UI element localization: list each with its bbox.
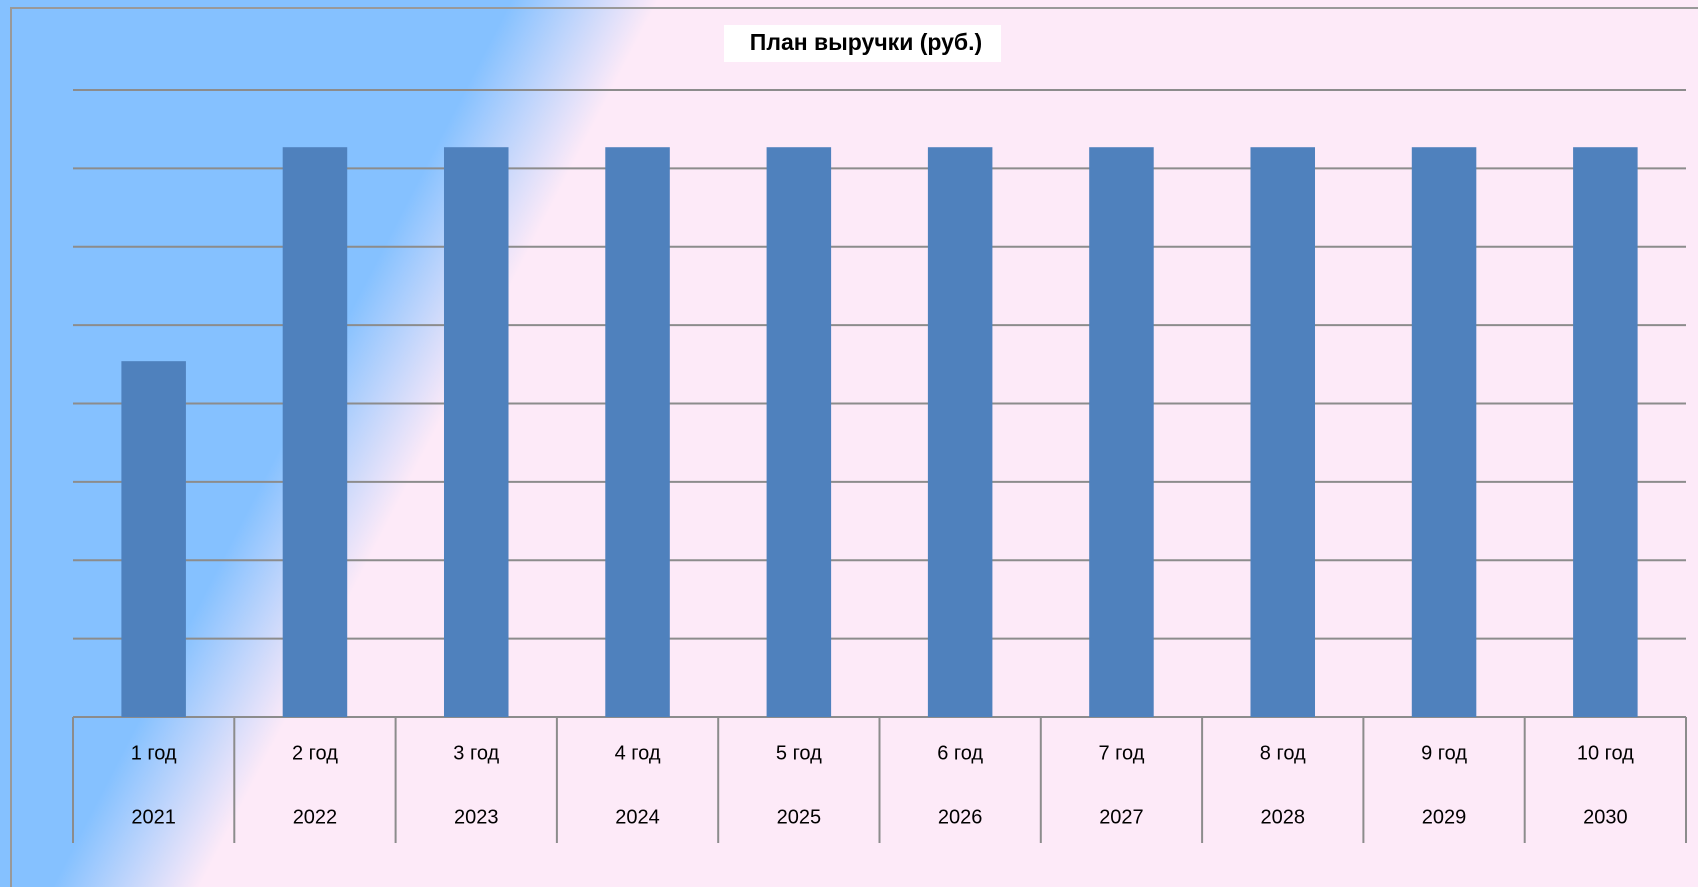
bar [121, 361, 186, 717]
chart-title: План выручки (руб.) [750, 29, 982, 55]
x-sub-label: 2023 [454, 806, 499, 828]
bar [1250, 147, 1316, 717]
x-tick-label: 5 год [776, 742, 822, 764]
bar [1573, 147, 1638, 717]
bar [766, 147, 832, 717]
x-tick-label: 7 год [1099, 742, 1145, 764]
x-tick-label: 10 год [1577, 742, 1634, 764]
x-sub-label: 2021 [131, 806, 176, 828]
x-tick-label: 1 год [131, 742, 177, 764]
bar [1089, 147, 1154, 717]
title-box [724, 25, 1001, 62]
x-sub-label: 2028 [1261, 806, 1306, 828]
frame [10, 7, 1698, 887]
x-sub-label: 2024 [615, 806, 660, 828]
x-sub-label: 2027 [1099, 806, 1144, 828]
x-sub-label: 2022 [293, 806, 338, 828]
bar [1411, 147, 1477, 717]
x-sub-label: 2026 [938, 806, 983, 828]
bar [282, 147, 348, 717]
bar [605, 147, 670, 717]
x-tick-label: 6 год [937, 742, 983, 764]
x-tick-label: 9 год [1421, 742, 1467, 764]
x-tick-label: 3 год [453, 742, 499, 764]
x-sub-label: 2030 [1583, 806, 1628, 828]
x-tick-label: 2 год [292, 742, 338, 764]
x-sub-label: 2025 [777, 806, 822, 828]
x-tick-label: 4 год [615, 742, 661, 764]
x-sub-label: 2029 [1422, 806, 1467, 828]
bar [443, 147, 509, 717]
bar [927, 147, 993, 717]
x-tick-label: 8 год [1260, 742, 1306, 764]
